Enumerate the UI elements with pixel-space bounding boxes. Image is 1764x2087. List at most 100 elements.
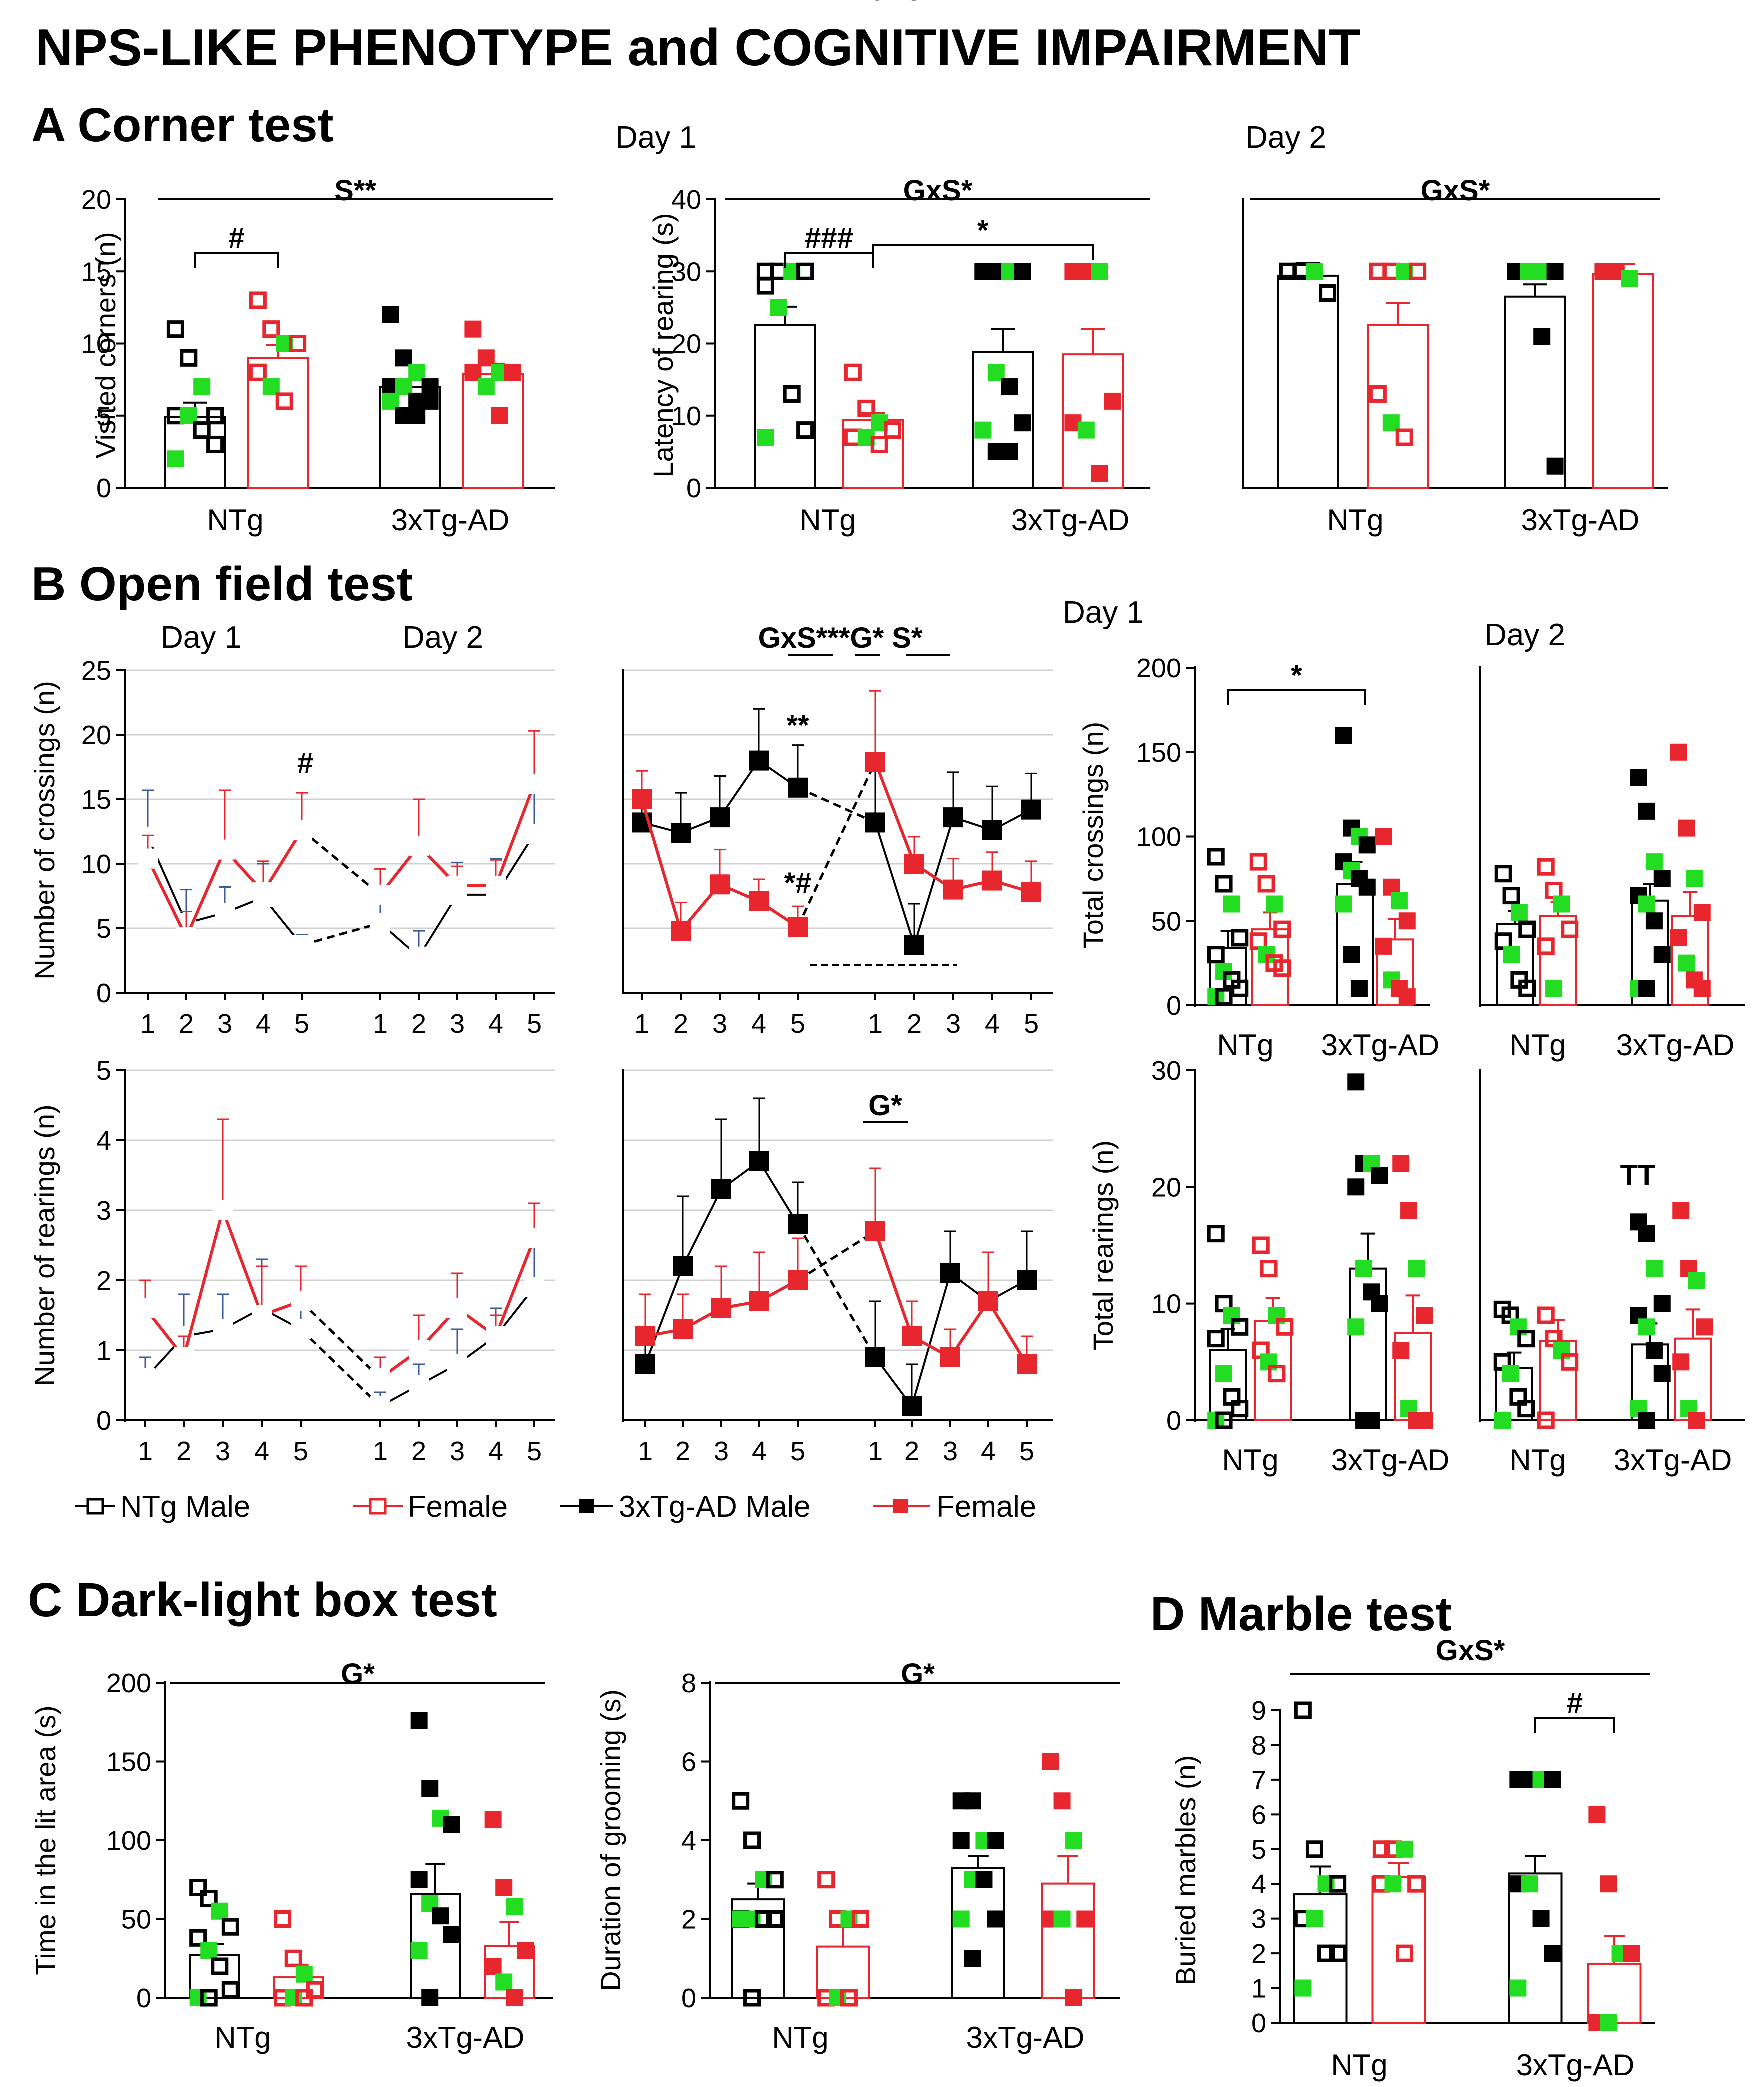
D1-sig-label: GxS*: [1436, 1634, 1505, 1667]
B5-point: [135, 1368, 155, 1388]
B7-point: [1416, 1307, 1433, 1324]
B1-day-connector: [301, 829, 381, 896]
B7-category-label: NTg: [1222, 1443, 1278, 1477]
B5-day-connector: [300, 1300, 381, 1379]
B1-x-tick-label: 4: [256, 1009, 271, 1039]
B5-point: [447, 1354, 467, 1374]
B4-point: [1653, 870, 1671, 887]
C1-point: [211, 1957, 229, 1975]
B6-x-tick-label: 3: [714, 1436, 729, 1466]
B5-point: [252, 1305, 272, 1325]
B4-point: [1545, 882, 1563, 899]
A2-point: [1014, 414, 1031, 432]
D1-comparison-bracket: [1534, 1717, 1615, 1733]
D1-point: [1600, 1875, 1617, 1893]
B1-point: [370, 884, 390, 905]
A2-point: [1001, 378, 1018, 396]
B6-x-tick-label: 1: [638, 1436, 653, 1466]
B1-point: [524, 824, 544, 844]
B7-point: [1347, 1178, 1365, 1196]
B8-point: [1638, 1225, 1655, 1242]
B2-point: [904, 854, 924, 874]
chart-C2: 0 2 4 6 8 Duration of grooming (s) NTg 3xTg-AD G…: [595, 1658, 1120, 2054]
D1-point: [1384, 1875, 1402, 1893]
A2-point: [1091, 263, 1108, 280]
B3-y-tick-label: 200: [1136, 653, 1181, 683]
chart-A3: NTg 3xTg-AD Day 2 GxS*: [1242, 120, 1668, 537]
B2-point: [1021, 799, 1041, 820]
B3-point: [1335, 895, 1352, 913]
A3-point: [1409, 262, 1427, 280]
B5-point: [174, 1347, 194, 1367]
B2-x-tick-label: 1: [868, 1009, 883, 1039]
A2-point: [974, 421, 992, 439]
A1-point: [180, 407, 197, 424]
B5-y-tick-label: 0: [96, 1406, 111, 1436]
C1-point: [495, 1973, 513, 1991]
C2-point: [851, 1910, 869, 1928]
C2-y-tick-label: 0: [681, 1983, 696, 2013]
B6-day-connector: [797, 1230, 876, 1282]
A1-point: [206, 435, 224, 453]
B6-x-tick-label: 5: [790, 1436, 805, 1466]
B2-point: [710, 874, 730, 895]
D1-category-label: NTg: [1331, 2048, 1387, 2082]
B7-point: [1392, 1155, 1410, 1172]
B2-point: [710, 807, 730, 828]
B7-point: [1347, 1073, 1365, 1091]
A2-comparison-label: ###: [805, 222, 853, 254]
B7-point: [1371, 1167, 1388, 1184]
B3-point: [1207, 946, 1225, 964]
B7-point: [1276, 1318, 1294, 1336]
B1-y-tick-label: 20: [81, 720, 111, 750]
D1-point: [1600, 2014, 1617, 2031]
B8-point: [1638, 1318, 1655, 1336]
C1-y-tick-label: 50: [121, 1905, 151, 1935]
B8-point: [1645, 1260, 1663, 1277]
D1-y-tick-label: 9: [1251, 1696, 1266, 1726]
D1-category-label: 3xTg-AD: [1516, 2048, 1635, 2082]
B5-x-tick-label: 5: [293, 1436, 308, 1466]
B5-point: [524, 1228, 544, 1248]
A3-point: [1520, 263, 1537, 280]
A2-comparison-bracket: [872, 244, 1094, 260]
C1-point: [484, 1811, 502, 1829]
C2-point: [743, 1831, 761, 1849]
A1-comparison-bracket: [194, 252, 279, 268]
B5-point: [370, 1396, 390, 1416]
B5-point: [409, 1375, 429, 1395]
C2-point: [952, 1832, 970, 1849]
B3-y-tick-label: 150: [1136, 738, 1181, 768]
B1-y-tick-label: 5: [96, 914, 111, 944]
A1-point: [382, 306, 399, 323]
A2-point: [770, 299, 787, 316]
B6-x-tick-label: 1: [868, 1436, 883, 1466]
B2-annotation: **: [786, 709, 809, 742]
D1-y-tick-label: 1: [1251, 1974, 1266, 2004]
C2-point: [952, 1910, 970, 1928]
D1-point: [1305, 1840, 1323, 1858]
A1-point: [249, 363, 267, 381]
B5-point: [409, 1340, 429, 1360]
A2-y-tick-label: 30: [671, 257, 701, 287]
B7-y-tick-label: 20: [1151, 1172, 1181, 1202]
B1-y-tick-label: 0: [96, 978, 111, 1008]
B8-point: [1561, 1353, 1579, 1371]
A2-bar-0: [754, 323, 816, 489]
C1-point: [189, 1879, 207, 1896]
C1-point: [410, 1871, 428, 1888]
B1-y-tick-label: 15: [81, 785, 111, 815]
A1-point: [477, 378, 495, 396]
C2-point: [987, 1910, 1004, 1928]
B1-x-tick-label: 5: [527, 1009, 542, 1039]
B8-point: [1645, 1342, 1663, 1359]
B2-point: [982, 870, 1002, 891]
B6-point: [788, 1214, 808, 1234]
C1-point: [200, 1989, 218, 2007]
A2-point: [844, 363, 862, 381]
C1-point: [495, 1879, 513, 1896]
D1-point: [1521, 1875, 1538, 1893]
B1-annotation: #: [297, 747, 313, 779]
